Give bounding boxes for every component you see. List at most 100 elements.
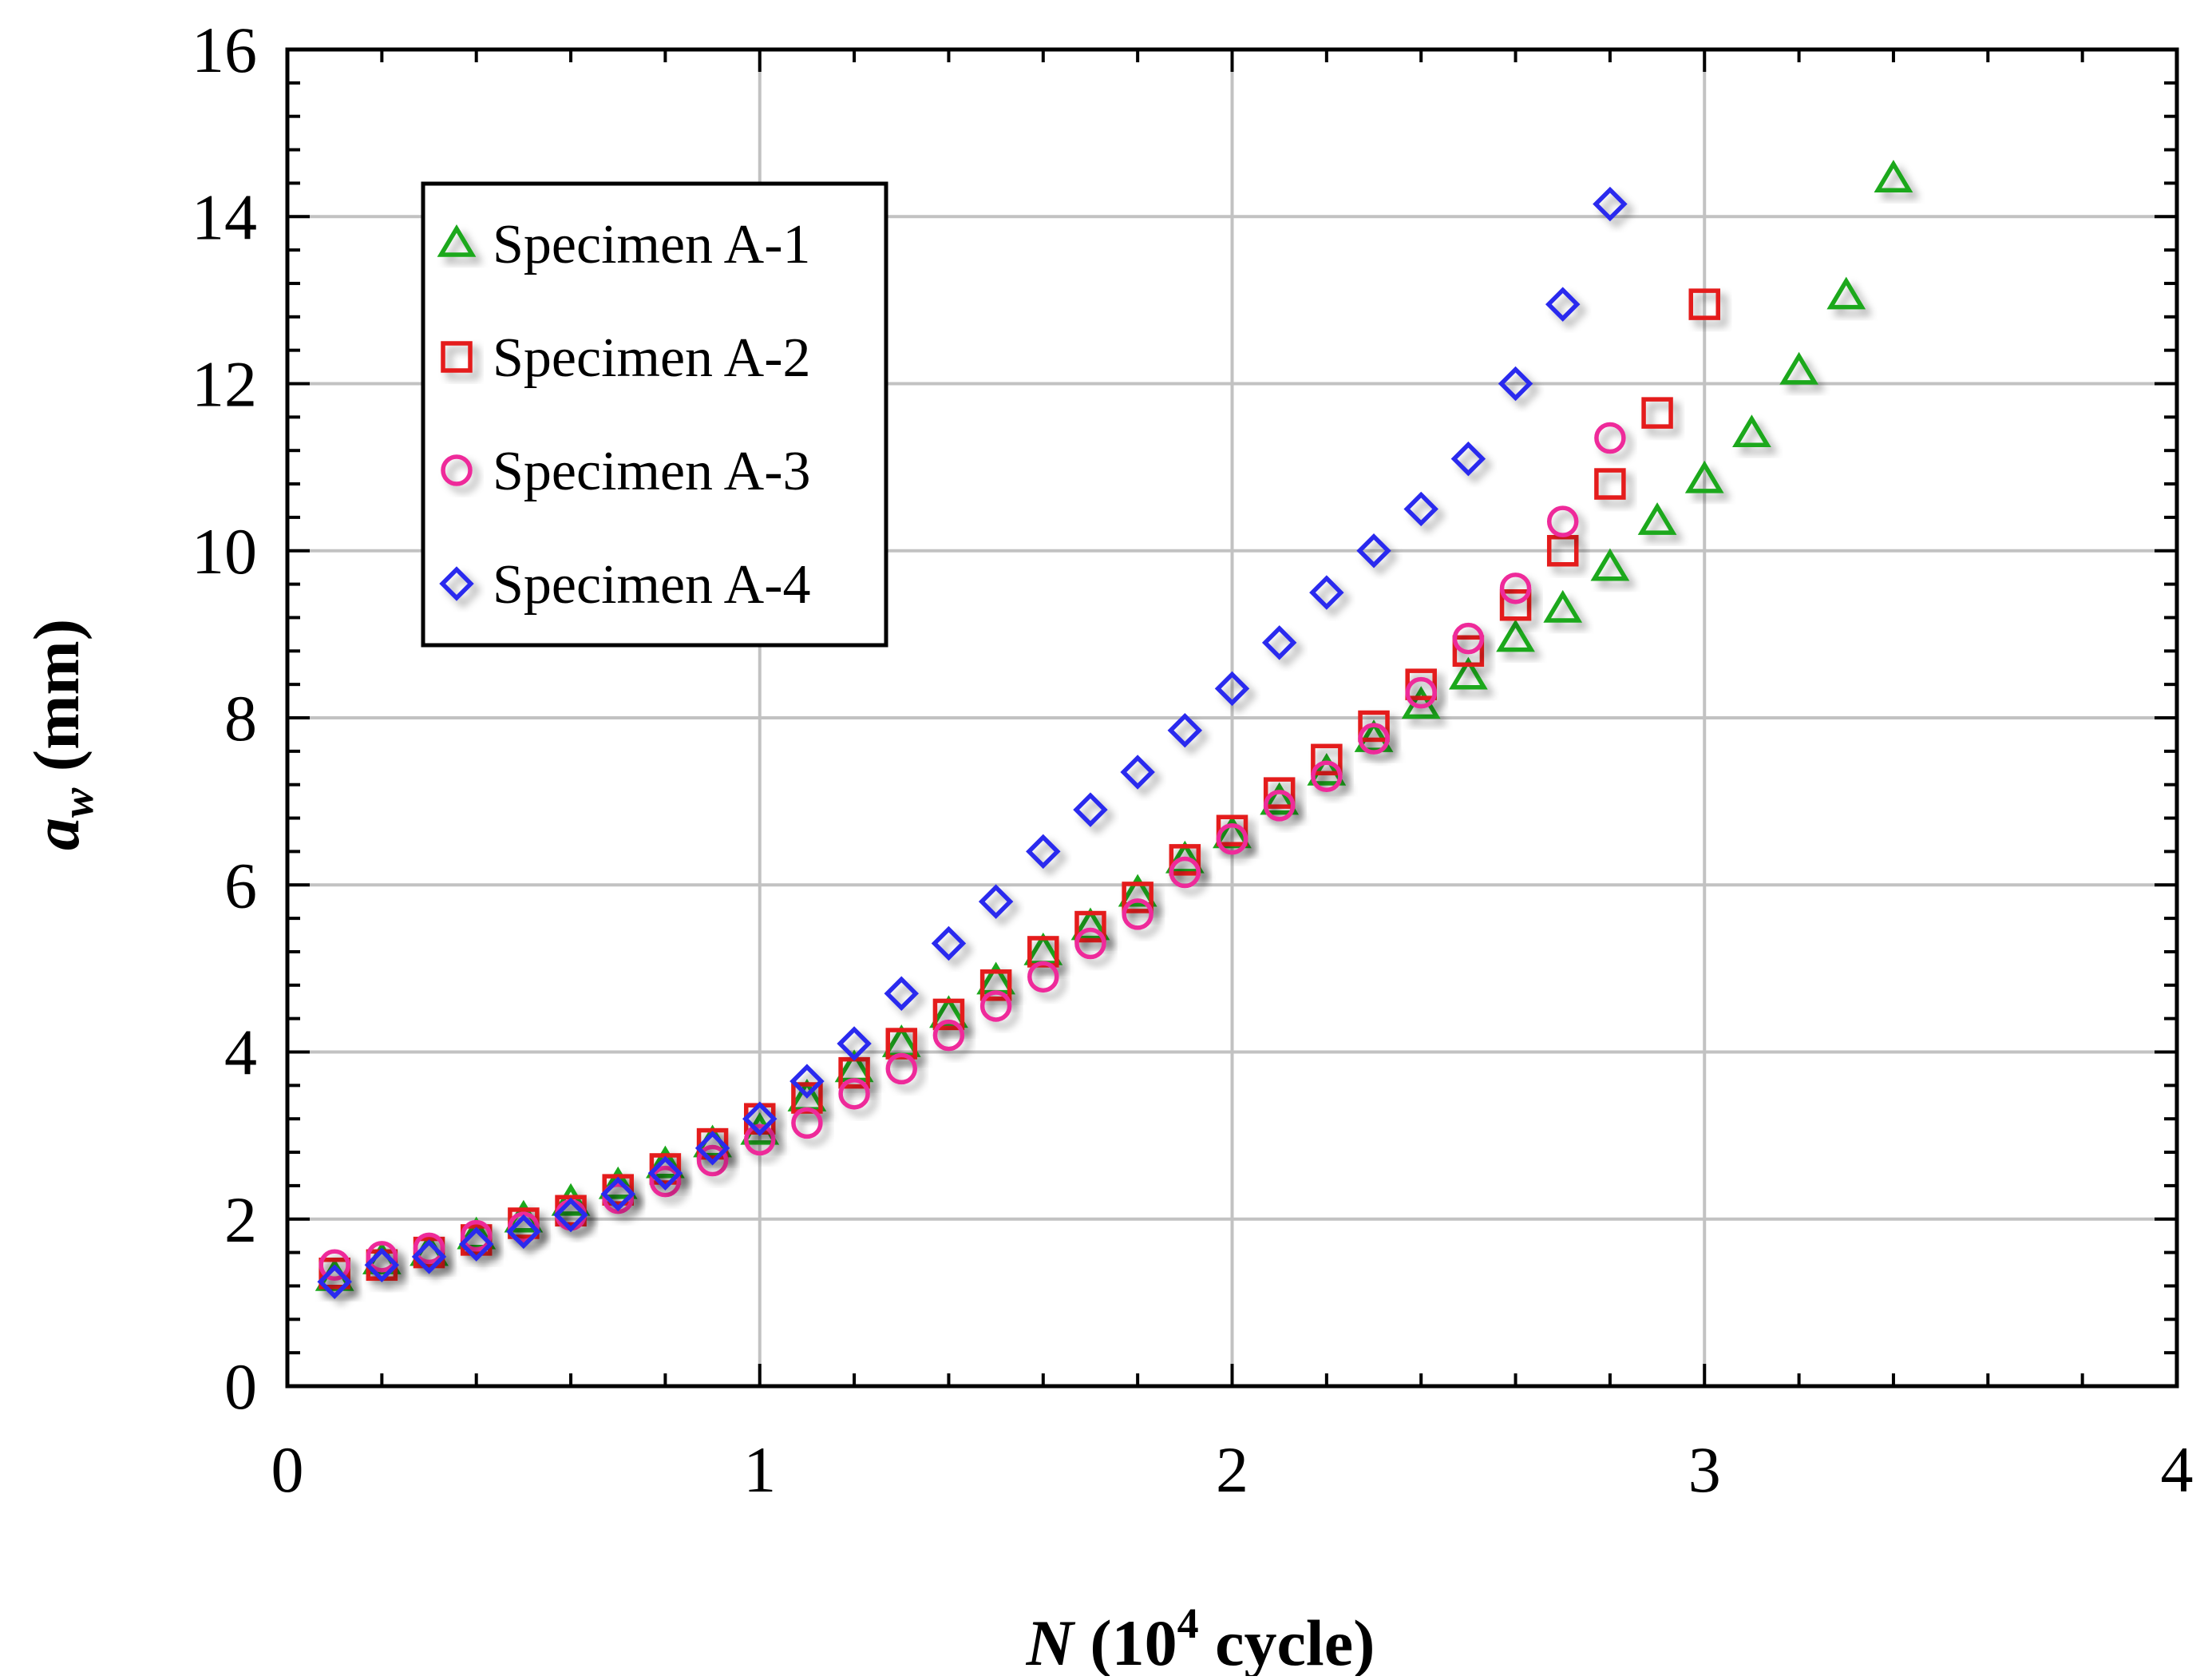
data-point <box>598 1166 638 1199</box>
data-point <box>317 1264 352 1299</box>
data-point <box>837 1026 872 1061</box>
data-point <box>647 1155 683 1191</box>
data-layer <box>315 160 1913 1299</box>
y-tick-label: 12 <box>192 348 257 421</box>
data-point <box>413 1232 445 1265</box>
data-point <box>1311 760 1343 792</box>
x-axis-title-tail: cycle) <box>1199 1607 1375 1676</box>
data-point <box>932 1019 965 1052</box>
data-point <box>1358 710 1390 743</box>
data-point <box>978 884 1014 919</box>
data-point <box>1448 656 1488 690</box>
data-point <box>1261 625 1297 660</box>
data-point <box>1499 573 1532 604</box>
data-point <box>1216 822 1248 855</box>
data-point <box>696 1144 729 1177</box>
data-point <box>1358 723 1390 755</box>
data-point <box>1826 276 1866 310</box>
data-point <box>929 995 968 1028</box>
data-point <box>1356 533 1391 569</box>
data-point <box>1593 186 1628 222</box>
data-point <box>1688 288 1720 320</box>
legend-marker <box>441 341 473 373</box>
data-point <box>1073 792 1108 827</box>
data-point <box>696 1127 729 1160</box>
y-axis-title-rest: (mm) <box>20 619 93 788</box>
legend-marker <box>439 566 474 601</box>
data-point <box>1684 460 1724 493</box>
data-point <box>1169 856 1201 889</box>
grid-layer <box>287 50 2177 1386</box>
data-point <box>1122 898 1153 930</box>
data-point <box>1594 422 1626 454</box>
legend-label: Specimen A-3 <box>493 441 811 502</box>
data-point <box>1027 961 1059 993</box>
x-axis-title-main: N <box>1026 1607 1076 1676</box>
data-point <box>649 1165 682 1198</box>
data-point <box>508 1211 540 1243</box>
series-specimen-a-4 <box>317 186 1628 1299</box>
x-axis-title-rest: (10 <box>1074 1607 1177 1676</box>
data-point <box>1167 712 1203 748</box>
y-tick-label: 6 <box>224 849 257 921</box>
legend-box <box>421 181 888 648</box>
data-point <box>1405 668 1437 700</box>
data-point <box>1641 397 1673 429</box>
data-point <box>979 969 1012 1001</box>
data-point <box>1590 548 1630 581</box>
x-axis-title-sup: 4 <box>1177 1599 1199 1647</box>
x-axis-title: N (104 cycle) <box>1026 1599 1375 1676</box>
legend-entry: Specimen A-3 <box>441 441 811 502</box>
data-point <box>1118 874 1157 907</box>
data-point <box>1263 790 1296 822</box>
data-point <box>1543 589 1583 623</box>
data-point <box>649 1153 682 1185</box>
data-point <box>932 998 965 1031</box>
data-point <box>789 1064 825 1099</box>
data-point <box>884 976 920 1012</box>
data-point <box>460 1219 493 1252</box>
legend-label: Specimen A-4 <box>493 554 811 616</box>
y-tick-label: 14 <box>192 180 257 253</box>
data-point <box>1165 840 1205 874</box>
legend-entry: Specimen A-1 <box>437 214 811 275</box>
data-point <box>979 990 1012 1022</box>
data-point <box>553 1197 588 1233</box>
data-point <box>1452 635 1485 668</box>
data-point <box>1452 622 1485 655</box>
y-axis-title: aw (mm) <box>20 619 103 850</box>
data-point <box>1216 814 1248 846</box>
data-point <box>1311 743 1343 776</box>
y-tick-label: 0 <box>224 1350 257 1423</box>
data-point <box>931 925 967 961</box>
y-axis-title-sub: w <box>53 787 103 818</box>
data-point <box>1545 287 1581 322</box>
data-point <box>319 1249 350 1282</box>
y-axis-title-main: a <box>20 818 93 850</box>
data-point <box>1499 589 1532 621</box>
legend-label: Specimen A-2 <box>493 327 811 389</box>
data-point <box>506 1214 541 1250</box>
data-point <box>1120 755 1155 790</box>
data-point <box>602 1174 634 1206</box>
data-point <box>1546 505 1579 537</box>
data-point <box>1403 491 1438 527</box>
data-point <box>551 1183 591 1216</box>
legend-label: Specimen A-1 <box>493 214 811 275</box>
data-point <box>1450 441 1486 477</box>
data-point <box>1496 619 1535 652</box>
data-point <box>1070 907 1110 941</box>
x-tick-label: 2 <box>1216 1433 1248 1506</box>
data-point <box>600 1176 635 1212</box>
data-point <box>1074 927 1106 960</box>
legend-entry: Specimen A-4 <box>439 554 811 616</box>
x-tick-label: 1 <box>743 1433 776 1506</box>
y-tick-label: 8 <box>224 682 257 755</box>
data-point <box>364 1247 400 1283</box>
data-point <box>457 1216 497 1250</box>
data-point <box>1309 575 1344 610</box>
data-point <box>1122 882 1153 913</box>
